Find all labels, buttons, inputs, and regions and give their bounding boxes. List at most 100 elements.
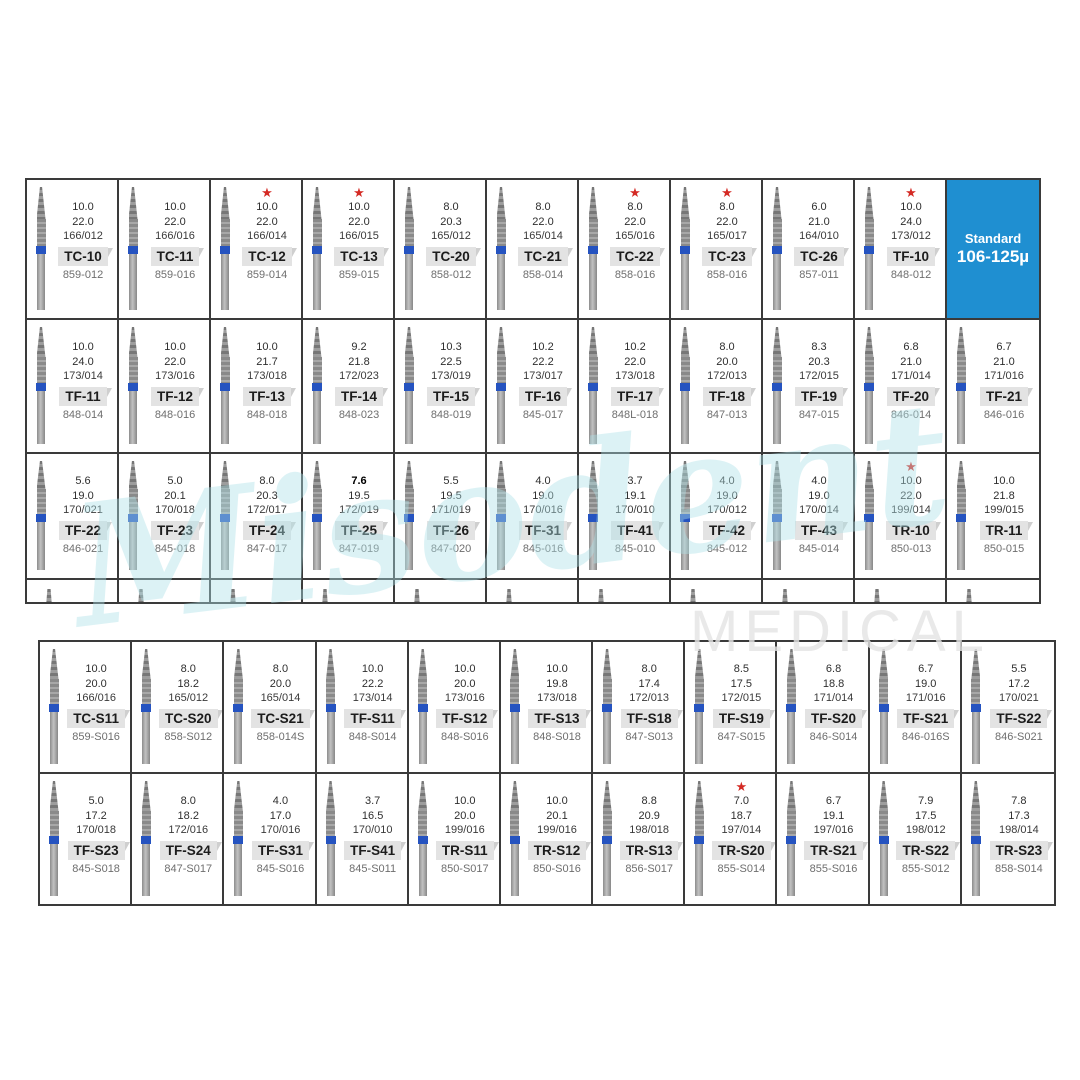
working-length-value: 22.0 — [72, 215, 94, 228]
head-diameter-value: 8.8 — [641, 795, 657, 807]
iso-number: 170/021 — [999, 692, 1039, 704]
product-info: ★ 6.7 19.1 197/016 TR-S21 855-S016 — [801, 779, 868, 901]
bur-shank — [957, 391, 965, 445]
bur-tip — [772, 461, 782, 490]
product-cell: ★ 8.0 22.0 165/014 TC-21 858-014 — [487, 180, 579, 318]
working-length-value: 22.0 — [900, 489, 922, 502]
order-number: 856-S017 — [625, 863, 674, 875]
diamond-bur-illustration — [786, 781, 797, 897]
bur-tip — [694, 781, 704, 811]
bur-image — [951, 459, 971, 575]
bur-image — [491, 185, 511, 315]
product-info: ★ 10.0 24.0 173/012 TF-10 848-012 — [879, 185, 943, 315]
bur-shank — [589, 253, 597, 310]
order-number: 858-S012 — [164, 731, 213, 743]
iso-number: 172/013 — [707, 370, 747, 382]
product-cell: ★ 6.8 18.8 171/014 TF-S20 846-S014 — [777, 642, 870, 772]
bur-image — [228, 647, 248, 769]
iso-number: 173/014 — [352, 692, 393, 704]
bur-blue-band — [496, 513, 506, 522]
iso-number: 170/014 — [799, 504, 839, 516]
iso-number: 172/015 — [721, 692, 762, 704]
head-diameter-value: 6.8 — [903, 341, 919, 353]
bur-image — [951, 325, 971, 449]
product-info: ★ 7.0 18.7 197/014 TR-S20 855-S014 — [709, 779, 776, 901]
bur-image — [413, 779, 433, 901]
product-info: ★ 5.6 19.0 170/021 TF-22 846-021 — [51, 459, 115, 575]
product-code-tag: TR-S11 — [435, 841, 499, 860]
product-code-tag: TF-20 — [886, 387, 941, 406]
product-code-tag: TF-17 — [610, 387, 665, 406]
working-length-value: 21.7 — [256, 355, 278, 368]
product-cell: ★ 4.0 19.0 170/012 TF-42 845-012 — [671, 454, 763, 578]
iso-number: 173/019 — [431, 370, 471, 382]
standard-label: Standard — [964, 231, 1022, 246]
head-diameter-value: 10.0 — [348, 201, 370, 213]
product-info: ★ 8.0 17.4 172/013 TF-S18 847-S013 — [617, 647, 683, 769]
iso-number: 170/016 — [523, 504, 563, 516]
product-cell: ★ 10.0 20.0 199/016 TR-S11 850-S017 — [408, 774, 501, 904]
order-number: 848-016 — [154, 409, 196, 421]
diamond-bur-illustration — [680, 327, 690, 445]
bur-image — [675, 459, 695, 575]
diamond-bur-illustration — [602, 649, 613, 765]
product-info: ★ 7.8 17.3 198/014 TR-S23 858-S014 — [986, 779, 1053, 901]
bur-diamond-section — [510, 810, 520, 837]
bur-tip — [956, 461, 966, 490]
head-diameter-value: 8.0 — [259, 475, 275, 487]
diamond-bur-illustration — [49, 781, 59, 897]
order-number: 858-016 — [614, 269, 656, 281]
product-code-tag: TC-S20 — [159, 709, 222, 728]
head-diameter-value: 10.0 — [85, 663, 107, 675]
product-info: ★ 8.0 22.0 165/017 TC-23 858-016 — [695, 185, 759, 315]
bur-tip — [36, 461, 46, 490]
bur-blue-band — [970, 836, 981, 845]
bur-blue-band — [220, 383, 230, 392]
order-number: 845-S018 — [72, 863, 120, 875]
bur-image — [859, 325, 879, 449]
diamond-bur-illustration — [588, 327, 598, 445]
product-info: ★ 6.0 21.0 164/010 TC-26 857-011 — [787, 185, 851, 315]
order-number: 845-010 — [614, 543, 656, 555]
bur-shank — [129, 521, 137, 571]
table-row: ★ 10.0 24.0 173/014 TF-11 848-014 ★ 10.0… — [27, 320, 1039, 454]
product-info: ★ 10.0 24.0 173/014 TF-11 848-014 — [51, 325, 115, 449]
bur-image — [583, 185, 603, 315]
product-code-tag: TF-11 — [59, 387, 112, 406]
bur-diamond-section — [418, 810, 428, 837]
working-length-value: 22.5 — [440, 355, 462, 368]
working-length-value: 19.1 — [624, 489, 646, 502]
bur-diamond-section — [128, 489, 138, 514]
head-diameter-value: 10.3 — [440, 341, 462, 353]
head-diameter-value: 5.5 — [443, 475, 459, 487]
product-info: ★ 6.7 21.0 171/016 TF-21 846-016 — [971, 325, 1037, 449]
bur-diamond-section — [772, 489, 782, 514]
bur-diamond-section — [141, 810, 151, 837]
working-length-value: 22.0 — [164, 355, 186, 368]
working-length-value: 19.1 — [822, 809, 845, 822]
bur-tip — [602, 781, 612, 811]
bur-image — [505, 647, 525, 769]
diamond-bur-illustration — [786, 649, 797, 765]
product-code-tag: TF-21 — [979, 387, 1034, 406]
product-info: ★ 10.0 20.1 199/016 TR-S12 850-S016 — [525, 779, 591, 901]
bur-tip-cropped — [137, 589, 145, 602]
product-cell: ★ 10.0 22.0 199/014 TR-10 850-013 — [855, 454, 947, 578]
order-number: 848-S018 — [533, 731, 581, 743]
bur-diamond-section — [496, 489, 506, 514]
product-code-tag: TF-10 — [886, 247, 941, 266]
iso-number: 172/015 — [799, 370, 839, 382]
bur-tip — [141, 781, 151, 811]
bur-shank — [510, 712, 519, 765]
bur-blue-band — [49, 704, 59, 713]
product-code-tag: TF-S19 — [712, 709, 775, 728]
cropped-product-cell — [395, 580, 487, 602]
bur-image — [491, 459, 511, 575]
iso-number: 197/016 — [813, 824, 854, 836]
order-number: 858-014S — [256, 731, 305, 743]
working-length-value: 21.0 — [993, 355, 1015, 368]
iso-number: 165/017 — [707, 230, 747, 242]
product-cell: ★ 4.0 19.0 170/016 TF-31 845-016 — [487, 454, 579, 578]
bur-tip — [864, 461, 874, 490]
bur-blue-band — [680, 383, 690, 392]
